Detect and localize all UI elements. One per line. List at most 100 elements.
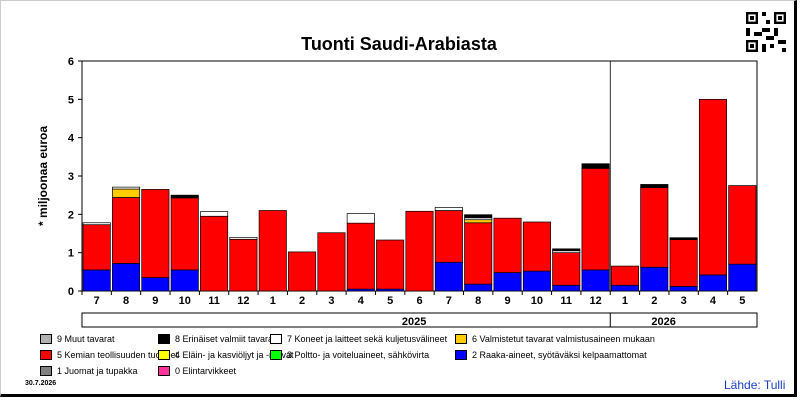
bar-segment (581, 269, 610, 292)
legend-item: 2 Raaka-aineet, syötäväksi kelpaamattoma… (455, 349, 647, 361)
x-tick-label: 12 (589, 295, 601, 307)
legend-swatch (40, 366, 52, 376)
bar-segment (82, 224, 111, 271)
year-label: 2026 (651, 316, 675, 328)
legend-swatch (270, 350, 282, 360)
bar-segment (464, 219, 493, 224)
x-tick-label: 10 (179, 295, 191, 307)
bar-segment (434, 207, 463, 211)
bar-segment (111, 263, 141, 292)
legend-label: 6 Valmistetut tavarat valmistusaineen mu… (472, 334, 655, 344)
bar-segment (111, 197, 141, 264)
bar-segment (464, 214, 493, 219)
bar-segment (346, 222, 375, 290)
legend-item: 9 Muut tavarat (40, 333, 115, 345)
bar-segment (82, 222, 111, 226)
legend-label: 7 Koneet ja laitteet sekä kuljetusväline… (287, 334, 448, 344)
bar-segment (698, 274, 728, 292)
bar-segment (141, 189, 170, 278)
bar-segment (522, 270, 551, 292)
bar-segment (111, 188, 141, 198)
x-tick-label: 2 (299, 295, 305, 307)
bar-segment (640, 184, 669, 188)
bar-segment (170, 269, 199, 292)
x-tick-label: 12 (237, 295, 249, 307)
year-band (81, 312, 758, 328)
legend-item: 8 Erinäiset valmiit tavarat (158, 333, 276, 345)
bar-segment (493, 272, 522, 292)
legend-label: 8 Erinäiset valmiit tavarat (175, 334, 276, 344)
bar-segment (669, 237, 698, 240)
source-label: Lähde: Tulli (724, 378, 786, 392)
bar-segment (229, 238, 258, 292)
bar-segment (728, 263, 757, 292)
legend-item: 1 Juomat ja tupakka (40, 365, 138, 377)
legend-label: 2 Raaka-aineet, syötäväksi kelpaamattoma… (472, 350, 647, 360)
x-tick-label: 5 (739, 295, 745, 307)
bar-segment (669, 239, 698, 287)
legend-swatch (40, 350, 52, 360)
qr-code-icon (746, 12, 786, 52)
bar-segment (581, 167, 610, 271)
bar-segment (200, 211, 229, 217)
x-tick-label: 4 (358, 295, 365, 307)
legend-item: 4 Eläin- ja kasviöljyt ja -rasvat (158, 349, 294, 361)
bar-segment (698, 98, 728, 276)
bar-segment (111, 186, 141, 190)
legend-swatch (270, 334, 282, 344)
legend: 9 Muut tavarat 8 Erinäiset valmiit tavara… (40, 333, 760, 383)
legend-swatch (455, 350, 467, 360)
x-tick-label: 8 (475, 295, 481, 307)
x-tick-label: 5 (387, 295, 393, 307)
bar-segment (640, 187, 669, 268)
bar-segment (552, 284, 581, 292)
legend-swatch (158, 366, 170, 376)
bar-segment (434, 261, 463, 292)
bar-segment (82, 269, 111, 292)
bar-segment (229, 236, 258, 240)
y-tick-label: 3 (68, 171, 74, 183)
x-tick-label: 4 (710, 295, 717, 307)
x-tick-label: 7 (446, 295, 452, 307)
chart-title: Tuonti Saudi-Arabiasta (301, 34, 498, 54)
bar-segment (493, 217, 522, 273)
bar-segment (317, 232, 346, 292)
bar-segment (346, 213, 375, 224)
legend-item: 3 Poltto- ja voiteluaineet, sähkövirta (270, 349, 429, 361)
bar-segment (200, 215, 229, 292)
x-tick-label: 1 (270, 295, 276, 307)
x-tick-label: 9 (504, 295, 510, 307)
year-label: 2025 (402, 316, 426, 328)
x-tick-label: 1 (622, 295, 628, 307)
x-tick-label: 6 (416, 295, 422, 307)
bar-segment (405, 210, 434, 292)
bar-segment (464, 222, 493, 285)
y-tick-label: 5 (68, 94, 74, 106)
legend-item: 7 Koneet ja laitteet sekä kuljetusväline… (270, 333, 447, 345)
legend-item: 0 Elintarvikkeet (158, 365, 236, 377)
bar-segment (610, 265, 639, 286)
bar-segment (170, 194, 199, 199)
bar-segment (258, 210, 287, 292)
legend-swatch (455, 334, 467, 344)
bar-segment (141, 277, 170, 292)
bar-segment (728, 185, 757, 265)
x-tick-label: 3 (681, 295, 687, 307)
bar-segment (434, 210, 463, 263)
x-tick-label: 7 (94, 295, 100, 307)
x-tick-label: 11 (208, 295, 220, 307)
x-tick-label: 8 (123, 295, 129, 307)
y-tick-label: 1 (68, 248, 74, 260)
legend-label: 1 Juomat ja tupakka (57, 366, 138, 376)
legend-swatch (158, 350, 170, 360)
legend-label: 5 Kemian teollisuuden tuotteet (57, 350, 179, 360)
bar-segment (552, 248, 581, 252)
bar-segment (581, 163, 610, 169)
legend-item: 5 Kemian teollisuuden tuotteet (40, 349, 178, 361)
y-tick-label: 4 (68, 133, 75, 145)
bar-segment (522, 221, 551, 272)
bar-segment (552, 252, 581, 286)
legend-label: 0 Elintarvikkeet (175, 366, 237, 376)
legend-swatch (40, 334, 52, 344)
y-tick-label: 2 (68, 209, 74, 221)
